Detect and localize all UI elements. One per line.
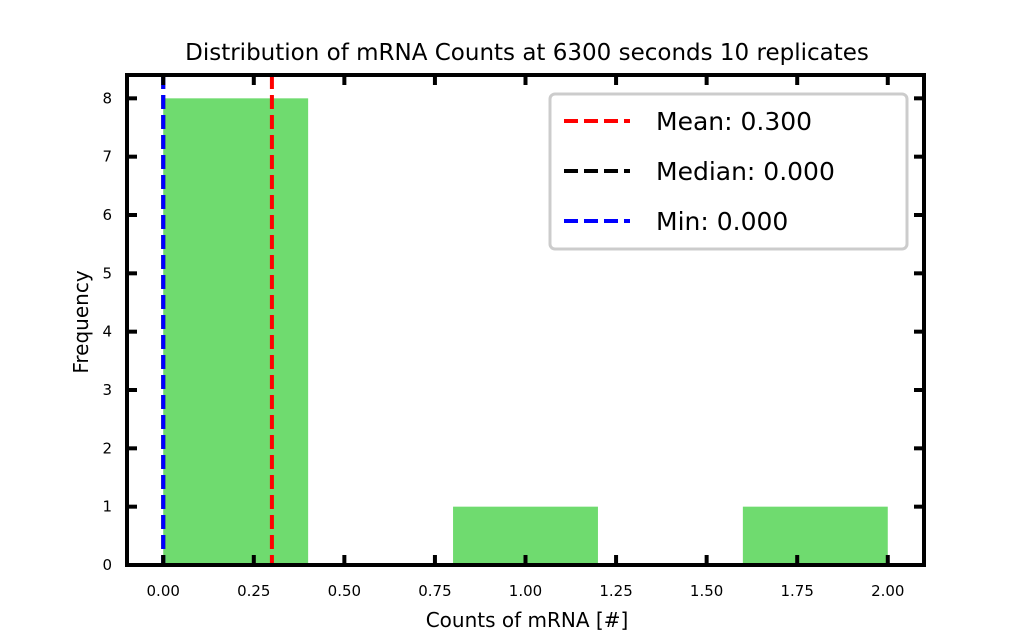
legend-label-2: Min: 0.000 — [656, 207, 788, 236]
legend: Mean: 0.300 Median: 0.000 Min: 0.000 — [548, 92, 909, 251]
legend-label-0: Mean: 0.300 — [656, 107, 812, 136]
x-tick-label: 0.50 — [328, 582, 361, 600]
x-tick-label: 0.00 — [147, 582, 180, 600]
plot-frame — [125, 73, 926, 567]
x-tick-label: 1.25 — [599, 582, 632, 600]
y-tick-label: 4 — [102, 323, 112, 341]
bars-layer — [163, 98, 888, 565]
x-tick-label: 2.00 — [871, 582, 904, 600]
x-tick-label: 1.75 — [781, 582, 814, 600]
y-tick-label: 6 — [102, 206, 112, 224]
chart-title: Distribution of mRNA Counts at 6300 seco… — [185, 40, 869, 66]
histogram-bar-0 — [163, 98, 309, 565]
x-axis-label: Counts of mRNA [#] — [426, 608, 629, 632]
legend-box — [548, 92, 909, 251]
x-tick-label: 1.00 — [509, 582, 542, 600]
y-tick-label: 5 — [102, 264, 112, 282]
x-tick-label: 0.75 — [418, 582, 451, 600]
y-axis-label: Frequency — [69, 270, 93, 373]
y-tick-label: 8 — [102, 89, 112, 107]
y-tick-label: 0 — [102, 556, 112, 574]
legend-label-1: Median: 0.000 — [656, 157, 835, 186]
x-tick-label: 1.50 — [690, 582, 723, 600]
y-tick-label: 2 — [102, 439, 112, 457]
y-tick-label: 1 — [102, 498, 112, 516]
histogram-bar-4 — [742, 506, 888, 565]
y-tick-label: 3 — [102, 381, 112, 399]
y-tick-label: 7 — [102, 148, 112, 166]
reference-lines-layer — [161, 75, 274, 565]
x-tick-label: 0.25 — [237, 582, 270, 600]
